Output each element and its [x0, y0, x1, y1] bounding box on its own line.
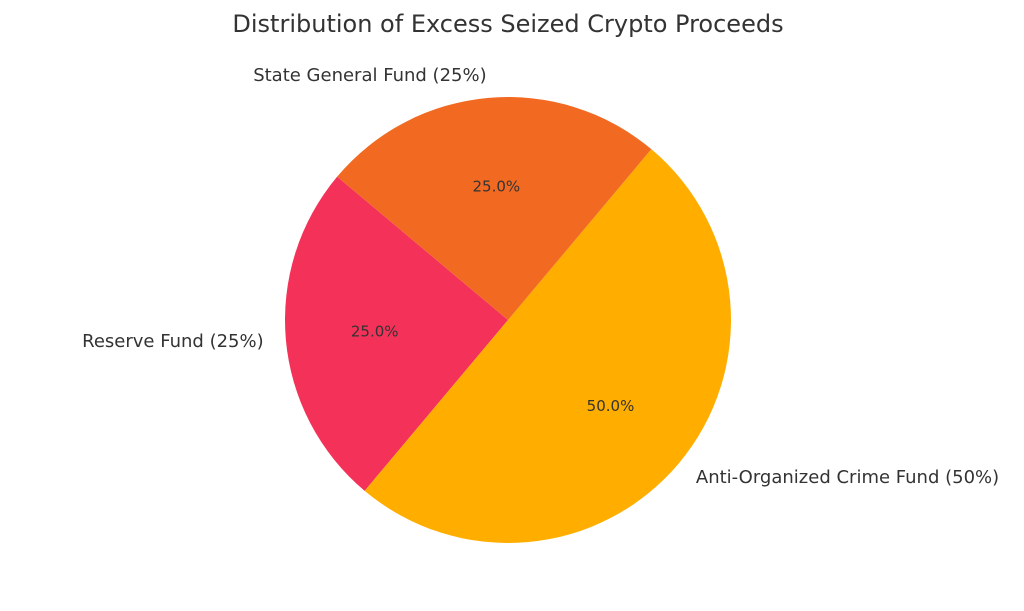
pie-pct-label-state-general-fund: 25.0% [473, 178, 521, 196]
pie-slices [284, 96, 732, 544]
pie-outer-label-state-general-fund: State General Fund (25%) [253, 65, 486, 86]
pie-slice-state-general-fund [337, 96, 652, 321]
pie-outer-label-anti-organized-crime-fund: Anti-Organized Crime Fund (50%) [696, 467, 999, 488]
pie-pct-label-anti-organized-crime-fund: 50.0% [587, 397, 635, 415]
pie-labels: 25.0% Reserve Fund (25%) 50.0% Anti-Organiz… [82, 65, 999, 488]
pie-pct-label-reserve-fund: 25.0% [351, 323, 399, 341]
chart-title: Distribution of Excess Seized Crypto Pro… [232, 10, 783, 38]
pie-slice-reserve-fund [284, 176, 508, 491]
pie-slice-anti-organized-crime-fund [364, 149, 732, 544]
pie-outer-label-reserve-fund: Reserve Fund (25%) [82, 331, 263, 352]
